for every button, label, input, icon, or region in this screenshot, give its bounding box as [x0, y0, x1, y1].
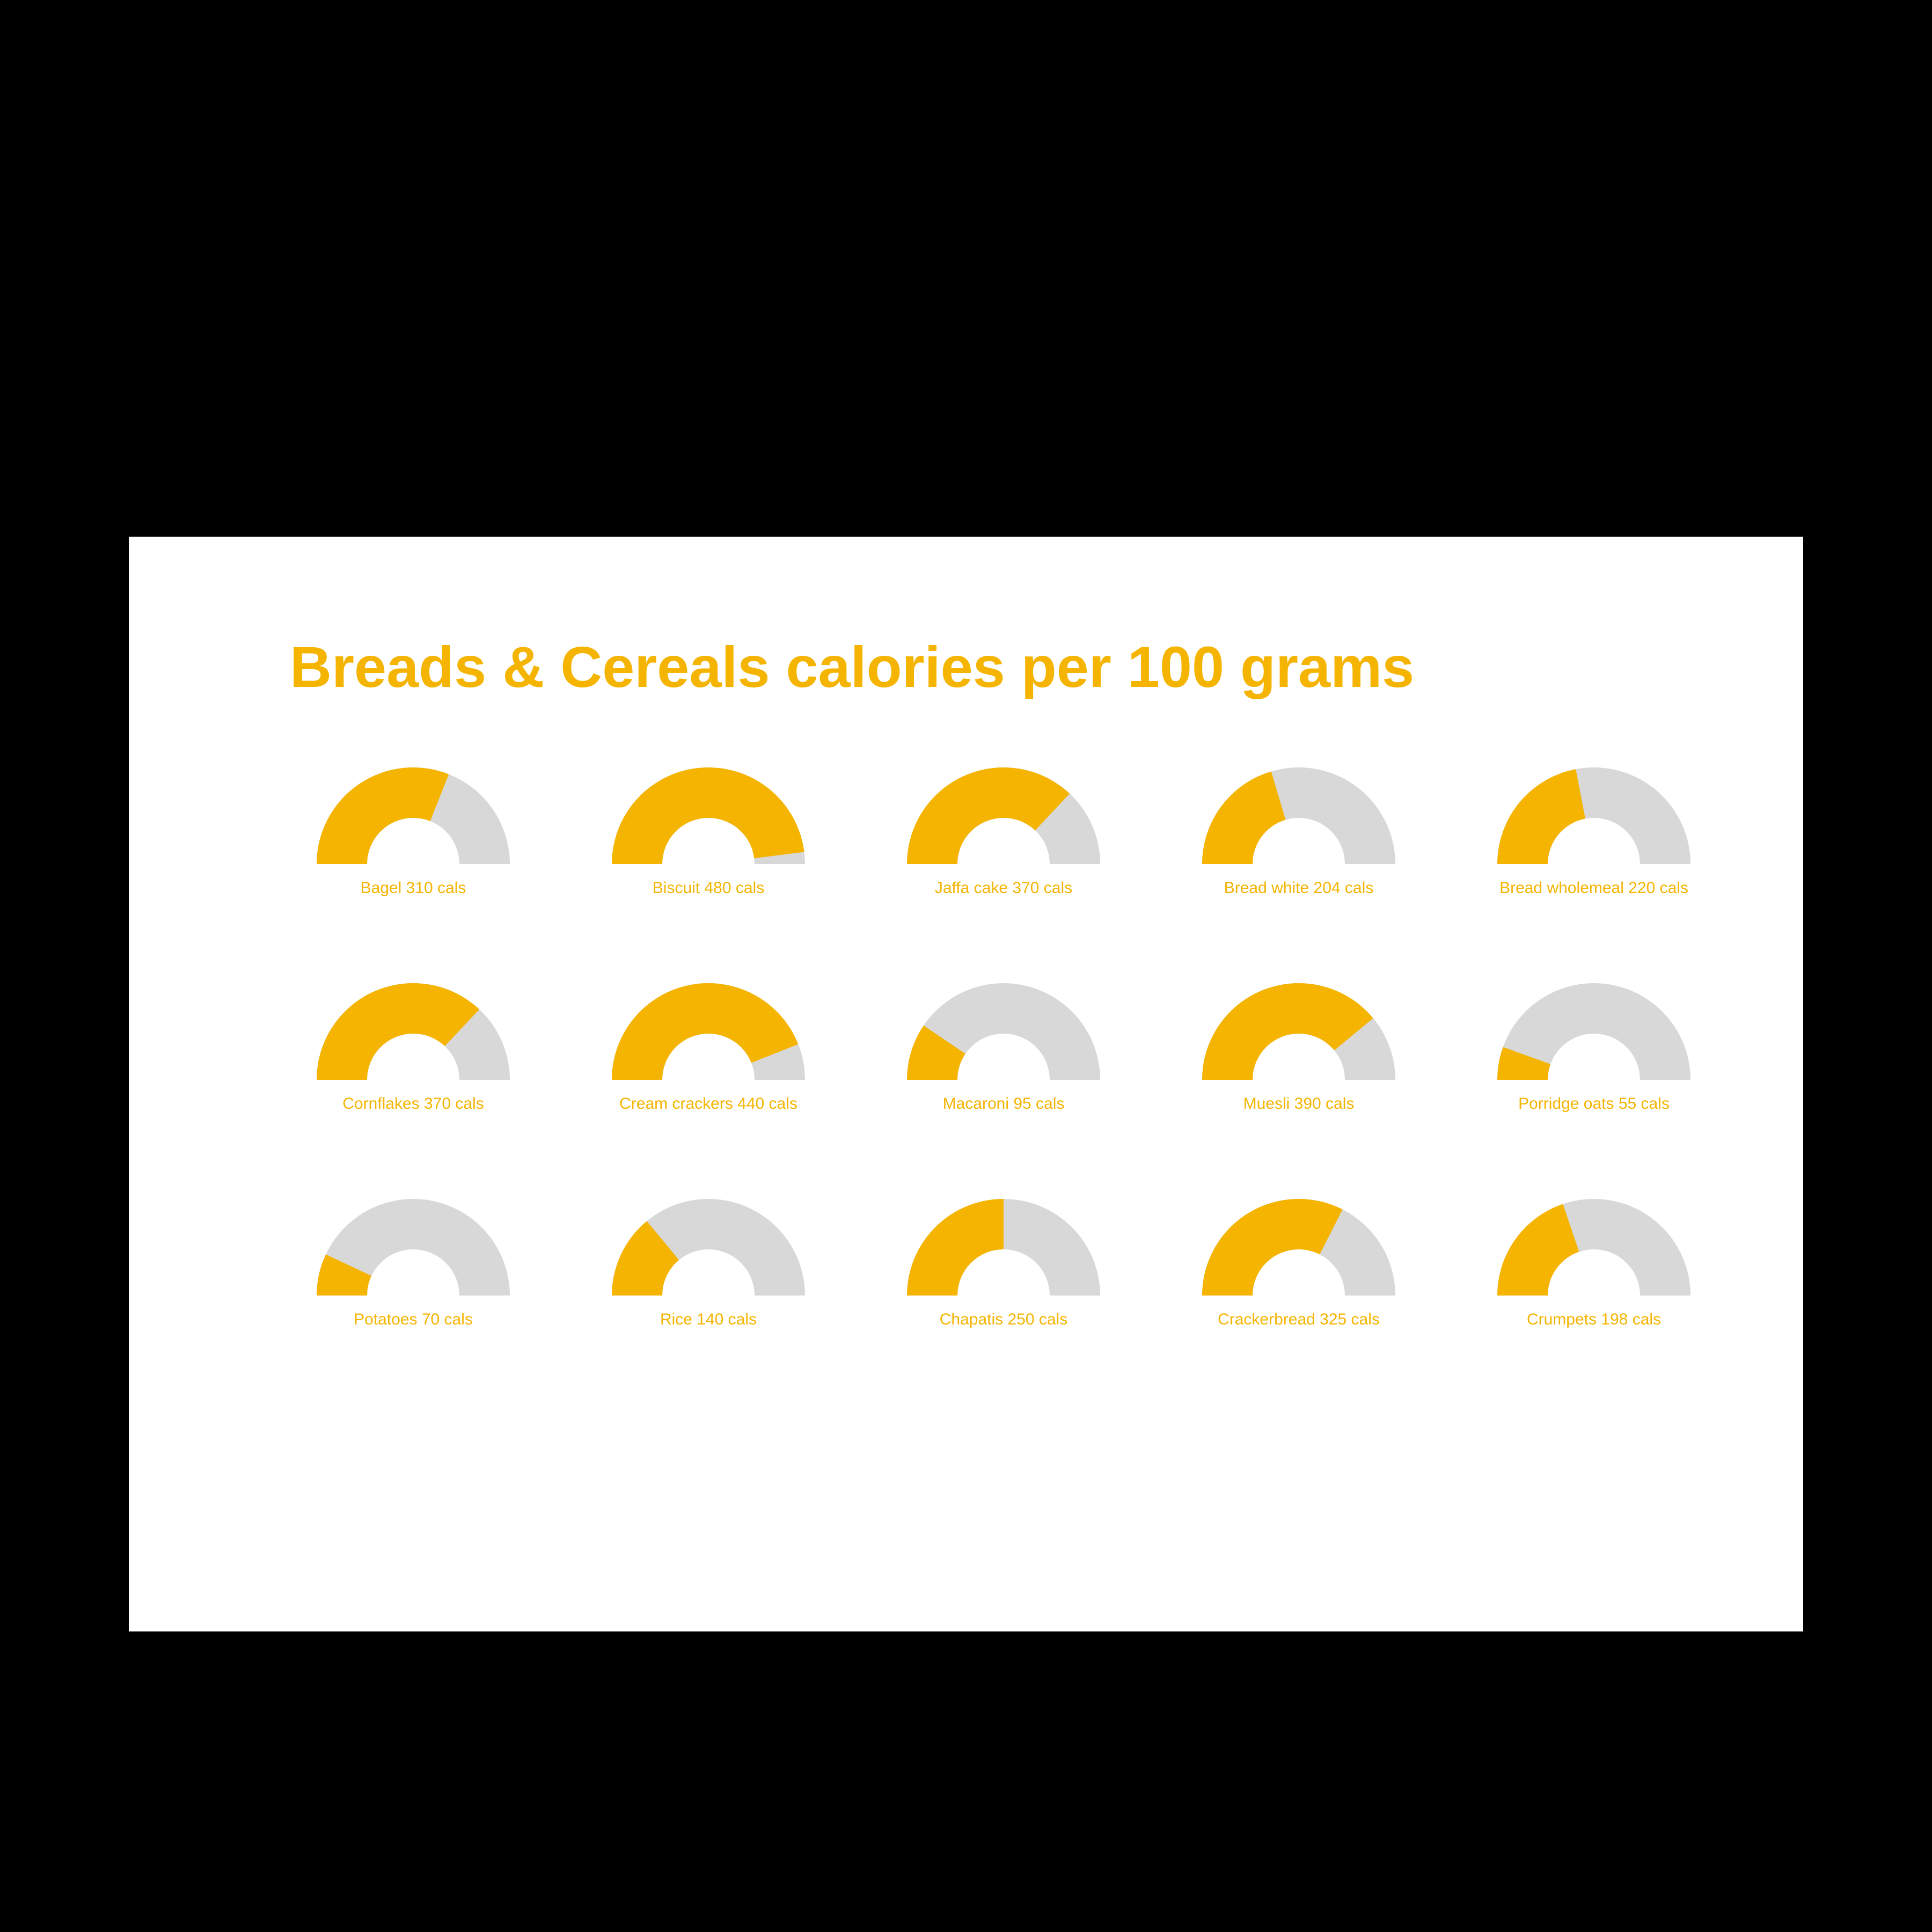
gauge-label: Bread white 204 cals — [1224, 879, 1374, 897]
gauge-label: Macaroni 95 cals — [943, 1095, 1065, 1113]
half-donut-gauge — [311, 762, 515, 869]
half-donut-gauge — [1197, 1194, 1401, 1301]
gauge-grid: Bagel 310 cals Biscuit 480 cals Jaffa cake… — [311, 762, 1696, 1329]
infographic-panel: Breads & Cereals calories per 100 grams … — [129, 537, 1803, 1631]
gauge-cell: Bread wholemeal 220 cals — [1492, 762, 1696, 897]
gauge-label: Bagel 310 cals — [361, 879, 466, 897]
gauge-cell: Potatoes 70 cals — [311, 1194, 515, 1329]
gauge-cell: Bread white 204 cals — [1197, 762, 1401, 897]
half-donut-gauge — [902, 1194, 1106, 1301]
half-donut-gauge — [1197, 978, 1401, 1085]
half-donut-gauge — [1492, 1194, 1696, 1301]
half-donut-gauge — [1492, 978, 1696, 1085]
half-donut-gauge — [902, 762, 1106, 869]
gauge-label: Crumpets 198 cals — [1527, 1311, 1661, 1329]
gauge-cell: Porridge oats 55 cals — [1492, 978, 1696, 1113]
gauge-label: Chapatis 250 cals — [940, 1311, 1067, 1329]
gauge-label: Cornflakes 370 cals — [342, 1095, 484, 1113]
gauge-cell: Crumpets 198 cals — [1492, 1194, 1696, 1329]
gauge-label: Muesli 390 cals — [1243, 1095, 1355, 1113]
gauge-cell: Crackerbread 325 cals — [1197, 1194, 1401, 1329]
half-donut-gauge — [1197, 762, 1401, 869]
gauge-label: Potatoes 70 cals — [354, 1311, 473, 1329]
gauge-label: Cream crackers 440 cals — [619, 1095, 797, 1113]
gauge-cell: Cornflakes 370 cals — [311, 978, 515, 1113]
gauge-cell: Rice 140 cals — [606, 1194, 810, 1329]
gauge-cell: Bagel 310 cals — [311, 762, 515, 897]
half-donut-gauge — [902, 978, 1106, 1085]
half-donut-gauge — [606, 1194, 810, 1301]
gauge-label: Crackerbread 325 cals — [1218, 1311, 1380, 1329]
page-title: Breads & Cereals calories per 100 grams — [290, 633, 1414, 700]
gauge-cell: Jaffa cake 370 cals — [902, 762, 1106, 897]
gauge-label: Rice 140 cals — [660, 1311, 757, 1329]
half-donut-gauge — [311, 978, 515, 1085]
gauge-label: Porridge oats 55 cals — [1518, 1095, 1670, 1113]
gauge-cell: Biscuit 480 cals — [606, 762, 810, 897]
half-donut-gauge — [311, 1194, 515, 1301]
half-donut-gauge — [606, 978, 810, 1085]
gauge-cell: Cream crackers 440 cals — [606, 978, 810, 1113]
half-donut-gauge — [606, 762, 810, 869]
gauge-label: Jaffa cake 370 cals — [935, 879, 1072, 897]
half-donut-gauge — [1492, 762, 1696, 869]
gauge-label: Biscuit 480 cals — [653, 879, 764, 897]
gauge-cell: Chapatis 250 cals — [902, 1194, 1106, 1329]
gauge-cell: Muesli 390 cals — [1197, 978, 1401, 1113]
gauge-cell: Macaroni 95 cals — [902, 978, 1106, 1113]
gauge-label: Bread wholemeal 220 cals — [1499, 879, 1688, 897]
